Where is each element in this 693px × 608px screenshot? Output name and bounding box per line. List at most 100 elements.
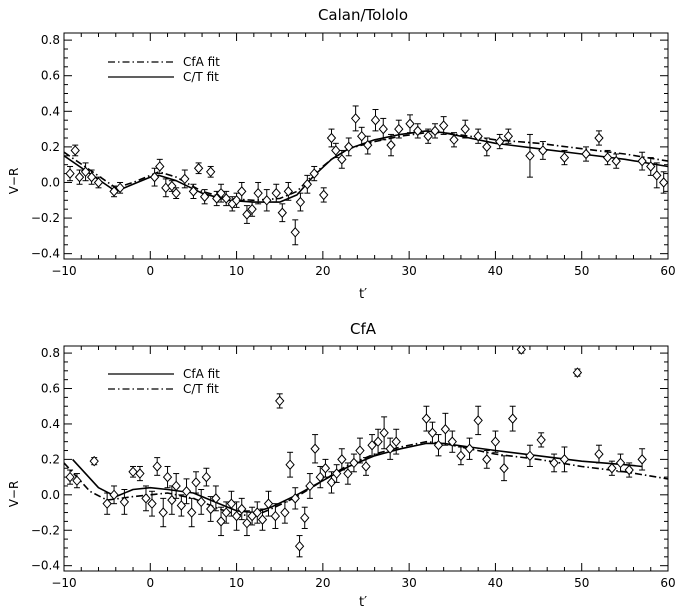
x-tick-label: −10 <box>51 576 76 590</box>
x-tick-label: 60 <box>660 576 675 590</box>
panel-title: Calan/Tololo <box>318 6 408 24</box>
data-point <box>171 187 181 199</box>
data-point <box>319 189 329 201</box>
y-tick-label: 0.2 <box>41 452 60 466</box>
data-point <box>290 493 300 504</box>
panel-calan-tololo: Calan/Tololo V−R t′ CfA fit C/T fit −10 0… <box>7 6 676 302</box>
data-point <box>581 148 591 160</box>
data-point <box>391 436 401 447</box>
data-point <box>135 468 145 479</box>
data-point <box>149 171 160 183</box>
data-point <box>283 186 294 197</box>
data-point <box>158 507 168 518</box>
x-tick-label: 10 <box>229 264 244 278</box>
data-point <box>637 155 647 167</box>
data-point <box>237 503 247 515</box>
data-point <box>637 454 647 465</box>
data-point <box>199 191 210 202</box>
data-point <box>275 395 285 407</box>
data-point <box>326 477 337 488</box>
y-tick-label: 0.0 <box>41 175 60 189</box>
y-tick-label: 0.0 <box>41 488 60 502</box>
y-axis-label: V−R <box>7 481 21 508</box>
data-point <box>221 507 231 518</box>
data-point <box>611 155 621 167</box>
data-point <box>70 145 80 156</box>
data-point <box>290 227 300 238</box>
data-point <box>607 462 617 474</box>
legend-label-ct-fit: C/T fit <box>183 70 219 84</box>
y-tick-label: 0.6 <box>41 69 60 83</box>
data-point <box>385 443 395 455</box>
data-point <box>394 123 404 135</box>
data-point <box>337 154 347 165</box>
data-point <box>302 179 312 190</box>
data-point <box>167 494 177 506</box>
panel-cfa: CfA V−R t′ CfA fit C/T fit −10 0 10 20 30 40 5… <box>7 320 676 608</box>
data-point <box>331 145 341 156</box>
x-tick-label: 30 <box>402 264 417 278</box>
data-point <box>499 462 509 474</box>
data-point <box>516 346 526 355</box>
data-point <box>231 195 242 206</box>
data-point <box>155 161 165 172</box>
x-tick-label: 50 <box>574 576 589 590</box>
legend-label-ct-fit: C/T fit <box>183 382 219 396</box>
data-point <box>305 480 315 492</box>
x-tick-label: 40 <box>488 264 503 278</box>
data-point <box>405 118 415 130</box>
data-point <box>280 507 290 518</box>
y-tick-label: −0.4 <box>31 247 60 261</box>
data-point <box>624 464 634 476</box>
x-tick-label: 0 <box>146 264 154 278</box>
data-point <box>503 130 514 142</box>
data-point <box>295 196 306 208</box>
data-point <box>482 141 492 153</box>
x-tick-label: 20 <box>315 264 330 278</box>
data-point <box>221 193 231 204</box>
data-point <box>86 171 97 183</box>
data-point <box>331 468 342 479</box>
data-point <box>427 427 438 439</box>
data-point <box>231 510 242 522</box>
data-point <box>594 132 604 144</box>
data-point <box>460 123 470 135</box>
data-point <box>102 498 112 509</box>
data-point <box>473 415 483 426</box>
data-point <box>355 445 365 456</box>
data-point <box>180 173 190 185</box>
data-point <box>559 152 570 163</box>
data-point <box>370 114 381 126</box>
data-point <box>490 436 501 447</box>
data-point <box>206 503 216 515</box>
data-point <box>253 187 263 199</box>
data-point <box>309 168 319 179</box>
data-point <box>536 434 546 446</box>
data-point <box>373 436 383 447</box>
data-point <box>525 150 535 162</box>
data-point <box>430 125 440 137</box>
data-point <box>89 455 99 467</box>
data-point <box>652 170 662 181</box>
data-point <box>141 493 151 504</box>
data-point <box>262 195 272 206</box>
x-tick-label: 10 <box>229 576 244 590</box>
data-point <box>378 123 388 135</box>
x-tick-label: 60 <box>660 264 675 278</box>
data-point <box>277 207 287 218</box>
data-point <box>337 454 347 465</box>
data-point <box>538 145 548 156</box>
data-point <box>423 130 433 142</box>
data-point <box>147 498 157 509</box>
data-point <box>602 152 613 163</box>
data-point <box>326 132 337 144</box>
data-point <box>440 424 451 435</box>
data-point <box>237 186 247 197</box>
data-point <box>294 540 305 552</box>
plot-frame <box>63 345 669 572</box>
data-point <box>257 514 268 525</box>
data-point <box>495 136 505 147</box>
data-point <box>263 498 274 509</box>
data-point <box>211 493 221 504</box>
